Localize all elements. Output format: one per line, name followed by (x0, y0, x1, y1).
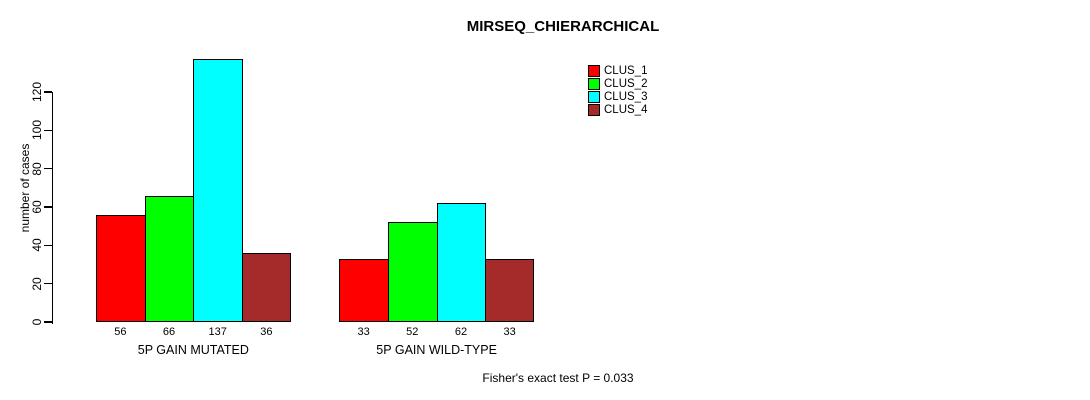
legend-swatch-clus_4 (588, 104, 600, 117)
fisher-test-annotation: Fisher's exact test P = 0.033 (482, 371, 634, 385)
bar-value-label: 33 (503, 326, 516, 338)
y-axis-tick-label: 20 (30, 276, 44, 291)
y-axis-tick (43, 91, 52, 93)
legend-label: CLUS_3 (604, 91, 648, 104)
bar-clus_2 (387, 222, 438, 322)
legend-label: CLUS_1 (604, 64, 648, 77)
y-axis-tick-label: 100 (30, 120, 44, 141)
y-axis-tick (43, 167, 52, 170)
bar-clus_2 (144, 195, 195, 322)
bar-clus_1 (339, 258, 389, 322)
y-axis-tick (43, 321, 52, 323)
bar-value-label: 66 (162, 326, 176, 338)
bar-value-label: 52 (406, 326, 419, 338)
y-axis-tick-label: 40 (30, 238, 44, 253)
y-axis-tick (43, 129, 52, 132)
bar-value-label: 56 (114, 326, 127, 338)
bar-clus_4 (485, 258, 534, 322)
bar-clus_3 (193, 59, 243, 322)
bar-value-label: 33 (357, 326, 370, 338)
y-axis-tick-label: 60 (30, 200, 44, 214)
bar-clus_1 (96, 214, 146, 322)
bar-value-label: 36 (260, 326, 273, 338)
y-axis-tick-label: 80 (30, 161, 44, 176)
category-label: 5P GAIN WILD-TYPE (376, 343, 497, 357)
y-axis-tick (43, 206, 52, 208)
y-axis-tick-label: 0 (30, 318, 44, 326)
legend-label: CLUS_4 (604, 104, 648, 117)
y-axis-tick-label: 120 (30, 81, 44, 103)
chart-title: MIRSEQ_CHIERARCHICAL (466, 18, 660, 35)
legend-label: CLUS_2 (604, 77, 648, 90)
bar-value-label: 137 (208, 326, 227, 338)
y-axis-label: number of cases (18, 143, 32, 233)
y-axis-line (51, 92, 53, 324)
y-axis-tick (43, 282, 52, 285)
y-axis-tick (43, 244, 52, 247)
bar-clus_3 (436, 203, 487, 322)
bar-clus_4 (242, 253, 291, 322)
category-label: 5P GAIN MUTATED (137, 343, 249, 357)
bar-value-label: 62 (454, 326, 468, 338)
legend-swatch-clus_3 (588, 91, 600, 104)
legend-swatch-clus_2 (588, 77, 600, 90)
legend-swatch-clus_1 (588, 64, 600, 77)
